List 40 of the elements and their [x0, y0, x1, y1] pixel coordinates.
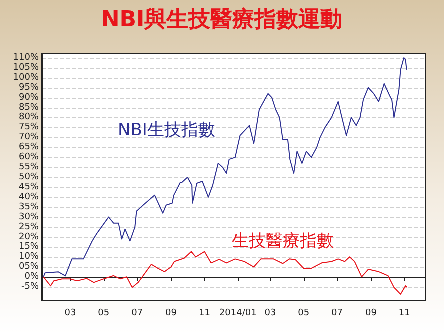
y-tick-label: 75% [18, 122, 40, 133]
x-tick-label: 05 [298, 308, 310, 318]
y-tick-label: 40% [18, 192, 40, 202]
x-tick-label: 09 [166, 308, 178, 318]
x-tick-label: 05 [98, 308, 110, 318]
x-tick-label: 03 [64, 308, 76, 318]
y-tick-label: 80% [18, 112, 40, 123]
y-tick-label: 70% [18, 132, 40, 143]
y-tick-label: 55% [18, 162, 40, 173]
y-tick-label: 110% [13, 52, 40, 63]
y-tick-label: 45% [18, 182, 40, 192]
y-tick-label: 50% [18, 172, 40, 182]
y-tick-label: 100% [13, 72, 40, 83]
chart-title: NBI與生技醫療指數運動 [101, 6, 343, 32]
y-tick-label: 60% [18, 152, 40, 163]
y-tick-label: 90% [18, 92, 40, 103]
series-label: 生技醫療指數 [232, 232, 334, 252]
line-series [43, 57, 408, 278]
x-tick-label: 03 [264, 308, 276, 318]
y-tick-label: 30% [18, 212, 40, 222]
y-tick-label: -5% [21, 282, 40, 292]
x-tick-label: 07 [332, 308, 343, 318]
y-tick-label: 20% [18, 232, 40, 242]
y-tick-label: 85% [18, 102, 40, 113]
y-tick-label: 95% [18, 82, 40, 93]
y-tick-label: 05% [18, 262, 40, 272]
x-tick-label: 09 [365, 308, 378, 318]
y-tick-label: 105% [13, 62, 40, 73]
x-tick-label: 11 [198, 308, 210, 318]
series-label: NBI生技指數 [118, 120, 216, 140]
line-series [43, 251, 408, 295]
y-tick-label: 10% [18, 252, 40, 262]
y-tick-label: 25% [18, 222, 40, 232]
x-tick-label: 2014/01 [219, 308, 257, 318]
x-tick-label: 07 [132, 308, 144, 318]
y-tick-label: 0% [24, 272, 40, 282]
y-tick-label: 65% [18, 142, 40, 153]
x-tick-label: 11 [398, 308, 410, 318]
y-tick-label: 35% [18, 202, 40, 212]
y-tick-label: 15% [18, 242, 40, 252]
